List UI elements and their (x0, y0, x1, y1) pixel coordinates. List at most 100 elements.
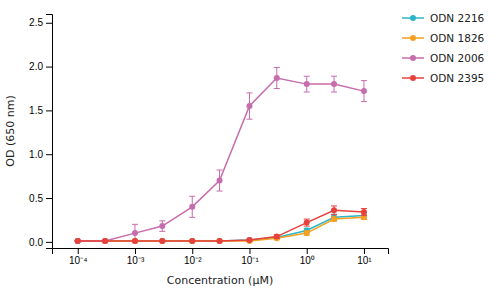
point (102, 238, 108, 244)
error-bar (331, 206, 337, 215)
point (274, 234, 280, 240)
tick-mark (46, 110, 52, 111)
legend-item: ODN 2006 (402, 52, 485, 64)
error-bar (217, 170, 223, 191)
tick: 1.5 (29, 105, 52, 116)
series (75, 214, 367, 244)
point (75, 238, 81, 244)
tick-mark (46, 242, 52, 243)
point (189, 238, 195, 244)
point (159, 238, 165, 244)
legend-label: ODN 2216 (430, 12, 485, 24)
chart-svg: 10⁻⁴ 10⁻³ 10⁻² 10⁻¹ 10⁰ 10¹ 0.0 0.5 1.0 1.5 2.0 2.5… (0, 0, 500, 292)
tick: 10⁻⁴ (69, 248, 87, 266)
point (217, 238, 223, 244)
tick: 0.5 (29, 193, 52, 204)
axis-line (53, 249, 389, 255)
point (246, 237, 252, 243)
tick-label: 2.5 (29, 17, 43, 28)
tick-label: 10⁻² (184, 255, 202, 266)
point (361, 88, 367, 94)
legend: ODN 2216 ODN 1826 ODN 2006 ODN 2395 (402, 12, 485, 84)
error-bar (331, 76, 337, 92)
tick-label: 1.5 (29, 105, 43, 116)
legend-swatch-marker (410, 15, 416, 21)
tick-label: 0.0 (29, 237, 43, 248)
point (331, 216, 337, 222)
axis-line (46, 15, 53, 249)
series (75, 206, 367, 244)
series (75, 213, 367, 244)
tick: 2.0 (29, 61, 52, 72)
error-bar (361, 209, 367, 216)
legend-label: ODN 1826 (430, 32, 485, 44)
error-bar (304, 76, 310, 92)
legend-item: ODN 2216 (402, 12, 485, 24)
point (246, 103, 252, 109)
error-bar (274, 67, 280, 88)
point (217, 178, 223, 184)
tick-label: 10⁰ (300, 255, 315, 266)
tick-mark (307, 248, 308, 254)
point (132, 238, 138, 244)
error-bar (189, 196, 195, 217)
tick: 2.5 (29, 17, 52, 28)
point (361, 209, 367, 215)
x-axis-title: Concentration (μM) (167, 274, 273, 287)
marks (75, 67, 367, 244)
tick-mark (46, 198, 52, 199)
point (75, 238, 81, 244)
point (304, 81, 310, 87)
point (331, 81, 337, 87)
legend-item: ODN 2395 (402, 72, 484, 84)
legend-item: ODN 1826 (402, 32, 485, 44)
legend-swatch-marker (410, 55, 416, 61)
point (189, 238, 195, 244)
y-axis: 0.0 0.5 1.0 1.5 2.0 2.5 (29, 15, 52, 249)
tick: 10¹ (357, 248, 372, 266)
tick-label: 10⁻⁴ (69, 255, 87, 266)
legend-label: ODN 2006 (430, 52, 485, 64)
legend-label: ODN 2395 (430, 72, 484, 84)
tick: 10⁻² (184, 248, 202, 266)
point (274, 75, 280, 81)
point (102, 238, 108, 244)
series-line (78, 210, 364, 241)
chart-container: 10⁻⁴ 10⁻³ 10⁻² 10⁻¹ 10⁰ 10¹ 0.0 0.5 1.0 1.5 2.0 2.5… (0, 0, 500, 292)
tick-mark (192, 248, 193, 254)
plot-area: 10⁻⁴ 10⁻³ 10⁻² 10⁻¹ 10⁰ 10¹ 0.0 0.5 1.0 1.5 2.0 2.5… (4, 15, 389, 288)
point (159, 223, 165, 229)
tick-label: 10⁻³ (127, 255, 145, 266)
point (132, 238, 138, 244)
error-bar (304, 219, 310, 226)
x-axis: 10⁻⁴ 10⁻³ 10⁻² 10⁻¹ 10⁰ 10¹ (53, 248, 389, 266)
tick: 10⁰ (300, 248, 315, 266)
tick-mark (46, 23, 52, 24)
tick-mark (135, 248, 136, 254)
tick: 10⁻¹ (241, 248, 259, 266)
tick-mark (249, 248, 250, 254)
series (75, 67, 367, 244)
point (189, 238, 195, 244)
point (75, 238, 81, 244)
point (132, 230, 138, 236)
point (331, 207, 337, 213)
point (246, 237, 252, 243)
point (246, 238, 252, 244)
tick-label: 0.5 (29, 193, 43, 204)
point (217, 238, 223, 244)
error-bar (331, 217, 337, 221)
point (189, 204, 195, 210)
tick-mark (46, 154, 52, 155)
tick-label: 10¹ (357, 255, 372, 266)
point (274, 234, 280, 240)
point (304, 230, 310, 236)
tick-label: 1.0 (29, 149, 43, 160)
point (159, 238, 165, 244)
point (159, 238, 165, 244)
point (217, 238, 223, 244)
error-bar (361, 81, 367, 102)
y-axis-title: OD (650 nm) (4, 95, 17, 166)
tick: 0.0 (29, 237, 52, 248)
tick-mark (46, 67, 52, 68)
